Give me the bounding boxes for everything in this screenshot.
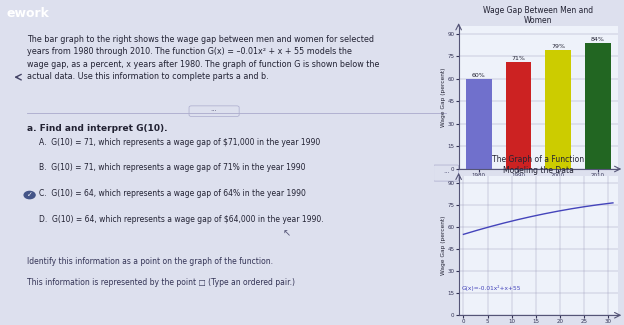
Text: The bar graph to the right shows the wage gap between men and women for selected: The bar graph to the right shows the wag… bbox=[27, 35, 380, 81]
Text: D.  G(10) = 64, which represents a wage gap of $64,000 in the year 1990.: D. G(10) = 64, which represents a wage g… bbox=[39, 215, 323, 224]
Bar bbox=[545, 50, 571, 169]
Text: Identify this information as a point on the graph of the function.: Identify this information as a point on … bbox=[27, 257, 273, 266]
Text: B.  G(10) = 71, which represents a wage gap of 71% in the year 1990: B. G(10) = 71, which represents a wage g… bbox=[39, 163, 305, 172]
Bar bbox=[466, 79, 492, 169]
Text: ework: ework bbox=[6, 7, 49, 20]
Y-axis label: Wage Gap (percent): Wage Gap (percent) bbox=[441, 68, 446, 127]
X-axis label: Year: Year bbox=[532, 179, 545, 185]
Text: 84%: 84% bbox=[591, 37, 605, 42]
Title: The Graph of a Function
Modeling the Data: The Graph of a Function Modeling the Dat… bbox=[492, 155, 584, 175]
Bar bbox=[585, 43, 610, 169]
FancyBboxPatch shape bbox=[189, 106, 239, 116]
FancyBboxPatch shape bbox=[434, 165, 459, 181]
Title: Wage Gap Between Men and
Women: Wage Gap Between Men and Women bbox=[483, 6, 593, 25]
Bar bbox=[505, 62, 531, 169]
Text: G(x)=-0.01x²+x+55: G(x)=-0.01x²+x+55 bbox=[462, 285, 521, 291]
Text: 71%: 71% bbox=[512, 56, 525, 61]
Text: C.  G(10) = 64, which represents a wage gap of 64% in the year 1990: C. G(10) = 64, which represents a wage g… bbox=[39, 189, 306, 198]
Text: a. Find and interpret G(10).: a. Find and interpret G(10). bbox=[27, 124, 168, 133]
Circle shape bbox=[24, 191, 35, 199]
Text: 79%: 79% bbox=[551, 44, 565, 49]
Text: ···: ··· bbox=[211, 108, 218, 114]
Text: ✓: ✓ bbox=[27, 192, 32, 198]
Y-axis label: Wage Gap (percent): Wage Gap (percent) bbox=[441, 215, 446, 275]
Text: ↖: ↖ bbox=[283, 228, 291, 238]
Text: A.  G(10) = 71, which represents a wage gap of $71,000 in the year 1990: A. G(10) = 71, which represents a wage g… bbox=[39, 137, 320, 147]
Text: ···: ··· bbox=[443, 170, 449, 176]
Text: This information is represented by the point □ (Type an ordered pair.): This information is represented by the p… bbox=[27, 278, 295, 287]
Text: 60%: 60% bbox=[472, 73, 485, 78]
